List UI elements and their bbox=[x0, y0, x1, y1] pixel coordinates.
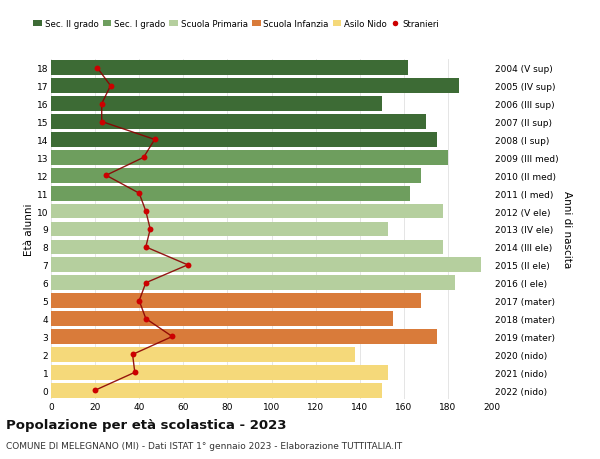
Bar bbox=[51, 312, 393, 326]
Point bbox=[141, 208, 151, 215]
Bar bbox=[51, 347, 355, 362]
Text: COMUNE DI MELEGNANO (MI) - Dati ISTAT 1° gennaio 2023 - Elaborazione TUTTITALIA.: COMUNE DI MELEGNANO (MI) - Dati ISTAT 1°… bbox=[6, 441, 402, 450]
Text: Popolazione per età scolastica - 2023: Popolazione per età scolastica - 2023 bbox=[6, 418, 287, 431]
Bar bbox=[51, 204, 443, 219]
Bar bbox=[51, 240, 443, 255]
Y-axis label: Età alunni: Età alunni bbox=[24, 203, 34, 256]
Bar bbox=[51, 168, 421, 183]
Bar bbox=[51, 294, 421, 308]
Bar bbox=[51, 97, 382, 112]
Bar bbox=[51, 79, 459, 94]
Point bbox=[183, 262, 193, 269]
Point bbox=[141, 244, 151, 251]
Bar bbox=[51, 62, 408, 76]
Point bbox=[141, 315, 151, 323]
Legend: Sec. II grado, Sec. I grado, Scuola Primaria, Scuola Infanzia, Asilo Nido, Stran: Sec. II grado, Sec. I grado, Scuola Prim… bbox=[34, 20, 439, 29]
Bar bbox=[51, 258, 481, 273]
Point bbox=[97, 101, 107, 108]
Bar bbox=[51, 186, 410, 201]
Point bbox=[141, 280, 151, 287]
Point bbox=[92, 65, 102, 72]
Y-axis label: Anni di nascita: Anni di nascita bbox=[562, 191, 572, 268]
Point bbox=[90, 387, 100, 394]
Point bbox=[130, 369, 140, 376]
Bar bbox=[51, 365, 388, 380]
Point bbox=[97, 118, 107, 126]
Bar bbox=[51, 151, 448, 165]
Point bbox=[167, 333, 177, 341]
Point bbox=[128, 351, 137, 358]
Point bbox=[134, 190, 144, 197]
Bar bbox=[51, 222, 388, 237]
Point bbox=[150, 136, 160, 144]
Point bbox=[106, 83, 115, 90]
Bar bbox=[51, 383, 382, 397]
Bar bbox=[51, 133, 437, 147]
Point bbox=[145, 226, 155, 233]
Bar bbox=[51, 330, 437, 344]
Point bbox=[139, 154, 148, 162]
Bar bbox=[51, 115, 426, 129]
Point bbox=[134, 297, 144, 305]
Bar bbox=[51, 276, 455, 291]
Point bbox=[101, 172, 111, 179]
